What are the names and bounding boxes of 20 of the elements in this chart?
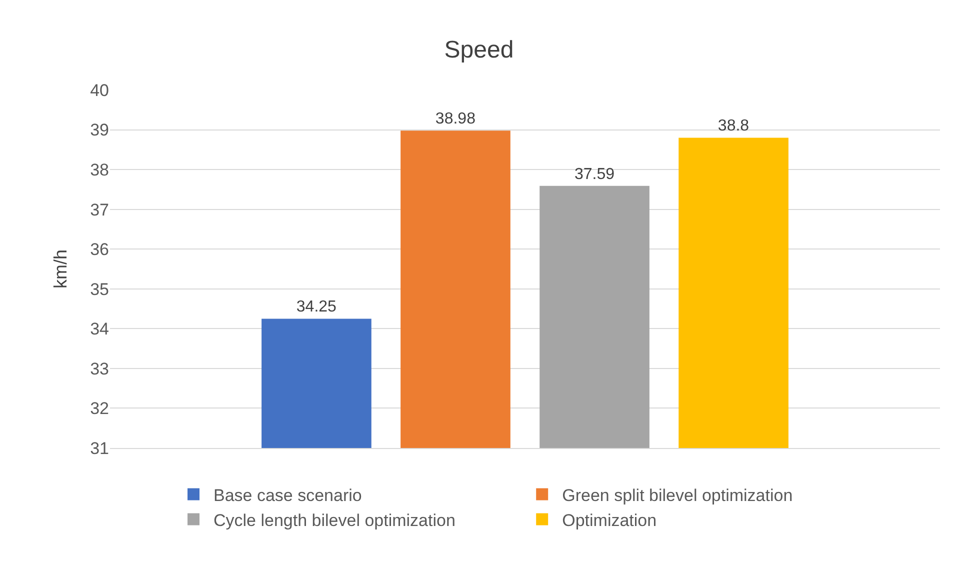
y-tick-label: 35 <box>90 280 109 299</box>
y-tick-label: 39 <box>90 120 109 140</box>
y-tick-label: 32 <box>90 399 109 418</box>
data-label: 37.59 <box>574 166 615 183</box>
y-tick-label: 37 <box>90 200 109 220</box>
data-label: 34.25 <box>296 298 337 316</box>
data-label: 38.8 <box>718 118 750 135</box>
y-tick-label: 40 <box>90 80 109 100</box>
chart-title: Speed <box>444 36 514 64</box>
y-tick-label: 38 <box>90 160 109 180</box>
data-label: 38.98 <box>435 110 476 128</box>
legend-label: Optimization <box>562 510 657 530</box>
y-tick-label: 31 <box>90 438 109 458</box>
y-tick-label: 34 <box>90 320 109 339</box>
legend-label: Base case scenario <box>214 486 362 505</box>
legend-label: Cycle length bilevel optimization <box>214 510 456 530</box>
y-tick-label: 33 <box>90 359 109 378</box>
legend-label: Green split bilevel optimization <box>562 486 793 505</box>
y-axis-title: km/h <box>50 249 70 289</box>
y-tick-label: 36 <box>90 240 109 260</box>
